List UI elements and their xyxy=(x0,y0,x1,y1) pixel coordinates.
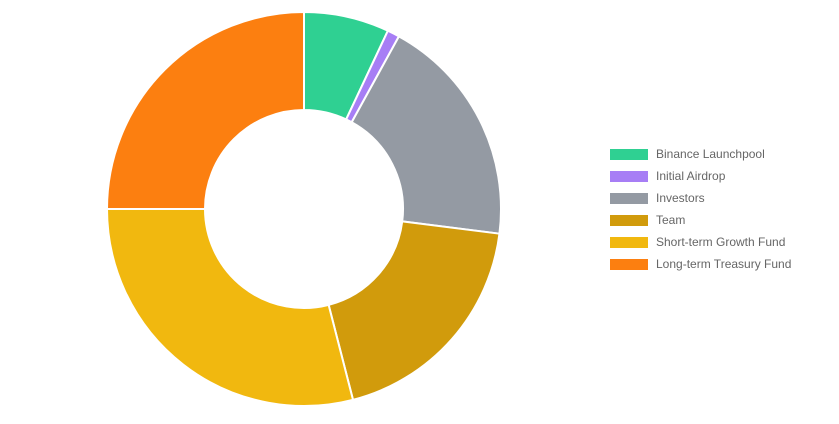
legend-label: Binance Launchpool xyxy=(656,147,765,161)
legend-swatch xyxy=(610,236,648,248)
slice-investors[interactable] xyxy=(350,35,502,235)
legend-label: Long-term Treasury Fund xyxy=(656,257,792,271)
legend-item[interactable]: Long-term Treasury Fund xyxy=(610,256,791,272)
slice-short-term-growth-fund[interactable] xyxy=(105,208,355,407)
legend-label: Investors xyxy=(656,191,705,205)
legend-swatch xyxy=(610,192,648,204)
legend-label: Initial Airdrop xyxy=(656,169,726,183)
legend-item[interactable]: Investors xyxy=(610,190,791,206)
legend-item[interactable]: Binance Launchpool xyxy=(610,146,791,162)
legend-label: Short-term Growth Fund xyxy=(656,235,786,249)
legend-swatch xyxy=(610,258,648,270)
legend-swatch xyxy=(610,214,648,226)
legend-label: Team xyxy=(656,213,686,227)
legend-item[interactable]: Short-term Growth Fund xyxy=(610,234,791,250)
legend-swatch xyxy=(610,170,648,182)
slice-long-term-treasury-fund[interactable] xyxy=(105,10,305,210)
slice-team[interactable] xyxy=(327,220,501,402)
legend: Binance Launchpool Initial Airdrop Investo… xyxy=(610,146,791,272)
legend-item[interactable]: Initial Airdrop xyxy=(610,168,791,184)
legend-item[interactable]: Team xyxy=(610,212,791,228)
legend-swatch xyxy=(610,148,648,160)
